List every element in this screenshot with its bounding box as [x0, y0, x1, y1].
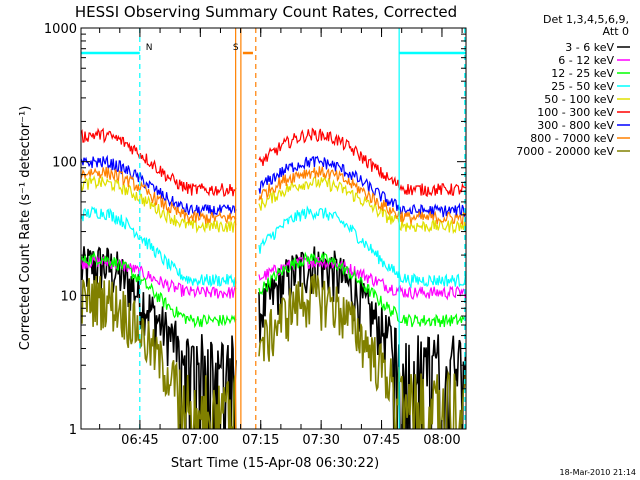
legend-label-3: 12 - 25 keV [551, 67, 614, 80]
series-line-3-segment-1 [81, 250, 237, 329]
legend-label-7: 300 - 800 keV [537, 119, 614, 132]
legend-label-6: 100 - 300 keV [537, 106, 614, 119]
x-tick-label-1: 06:45 [121, 433, 158, 448]
series-line-6-segment-1 [81, 127, 237, 197]
series-line-3-segment-2 [258, 251, 466, 328]
timestamp: 18-Mar-2010 21:14 [560, 468, 637, 477]
legend-label-5: 50 - 100 keV [544, 93, 614, 106]
legend-label-2: 6 - 12 keV [558, 54, 614, 67]
y-tick-label-4: 1000 [44, 22, 77, 37]
y-tick-label-2: 10 [60, 289, 77, 304]
x-tick-label-4: 07:30 [302, 433, 339, 448]
series-line-4-segment-1 [81, 205, 237, 288]
series-line-9-segment-1 [81, 275, 237, 429]
series-line-2-segment-2 [258, 254, 466, 301]
y-tick-label-1: 1 [69, 423, 77, 438]
legend-header-2: Att 0 [603, 25, 629, 38]
x-tick-label-6: 08:00 [423, 433, 460, 448]
x-tick-label-2: 07:00 [182, 433, 219, 448]
series-line-5-segment-2 [258, 175, 466, 235]
flag-label-3: S [233, 43, 239, 53]
series-line-4-segment-2 [258, 205, 466, 289]
plot-frame [80, 27, 467, 430]
x-tick-label-5: 07:45 [363, 433, 400, 448]
series-line-6-segment-2 [258, 127, 466, 198]
series-line-9-segment-2 [258, 273, 466, 429]
series-line-2-segment-1 [81, 255, 237, 299]
x-tick-label-3: 07:15 [242, 433, 279, 448]
legend-label-4: 25 - 50 keV [551, 80, 614, 93]
legend-label-1: 3 - 6 keV [565, 41, 614, 54]
series-line-8-segment-1 [81, 166, 237, 225]
series-line-7-segment-2 [258, 155, 466, 218]
chart-title: HESSI Observing Summary Count Rates, Cor… [75, 3, 457, 21]
x-axis-label: Start Time (15-Apr-08 06:30:22) [171, 456, 379, 471]
legend-label-8: 800 - 7000 keV [530, 132, 614, 145]
legend-label-9: 7000 - 20000 keV [516, 145, 614, 158]
flag-label-1: N [146, 43, 153, 53]
y-tick-label-3: 100 [52, 156, 77, 171]
legend-header-1: Det 1,3,4,5,6,9, [543, 13, 629, 26]
series-line-5-segment-1 [81, 174, 237, 234]
series-line-7-segment-1 [81, 154, 237, 218]
series-line-8-segment-2 [258, 166, 466, 226]
y-axis-label: Corrected Count Rate (s⁻¹ detector⁻¹) [18, 106, 33, 351]
